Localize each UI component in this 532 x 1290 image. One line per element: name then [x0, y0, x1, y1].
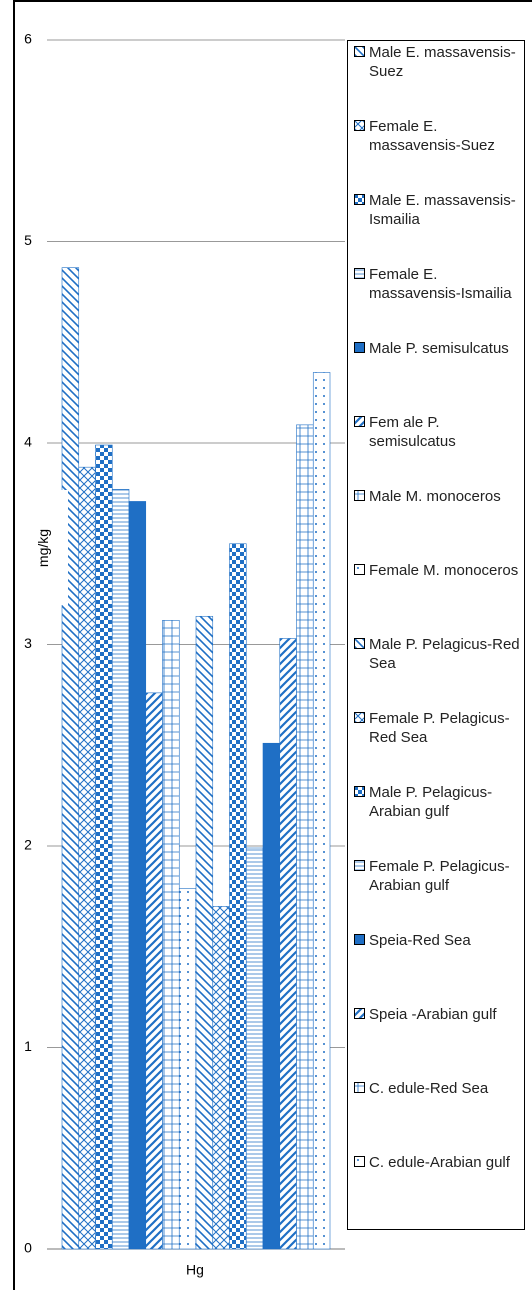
x-tick-label: Hg	[186, 1262, 204, 1278]
bar	[145, 692, 163, 1250]
legend-entry: Male P. Pelagicus-Arabian gulf	[354, 783, 524, 857]
legend-label: Speia -Arabian gulf	[369, 1006, 497, 1023]
legend-label: Female M. monoceros	[369, 562, 519, 579]
legend-entry: Speia-Red Sea	[354, 931, 524, 1005]
y-tick-label: 6	[24, 31, 32, 47]
legend-label: Male P. semisulcatus	[369, 340, 509, 357]
legend-entry: Female P. Pelagicus-Arabian gulf	[354, 857, 524, 931]
y-tick-label: 0	[24, 1240, 32, 1256]
legend-swatch	[354, 416, 365, 427]
bar	[95, 444, 113, 1250]
legend-label: Female E. massavensis-Suez	[369, 118, 495, 154]
legend-swatch	[354, 268, 365, 279]
bar	[296, 424, 314, 1250]
y-tick-label: 2	[24, 837, 32, 853]
legend-swatch	[354, 934, 365, 945]
legend-swatch	[354, 490, 365, 501]
legend-swatch	[354, 860, 365, 871]
legend-entry: Male E. massavensis-Suez	[354, 43, 524, 117]
bar	[229, 543, 247, 1250]
bar	[279, 638, 297, 1250]
legend-swatch	[354, 638, 365, 649]
legend-swatch	[354, 194, 365, 205]
y-tick-label: 1	[24, 1038, 32, 1054]
legend: Male E. massavensis-Suez Female E. massav…	[347, 40, 525, 1230]
legend-swatch	[354, 786, 365, 797]
legend-swatch	[354, 342, 365, 353]
legend-label: Male P. Pelagicus-Red Sea	[369, 636, 520, 672]
legend-entry: Female M. monoceros	[354, 561, 524, 635]
legend-label: Fem ale P. semisulcatus	[369, 414, 456, 450]
y-tick-label: 4	[24, 434, 32, 450]
bar	[262, 742, 281, 1250]
bar	[162, 620, 180, 1250]
legend-swatch	[354, 120, 365, 131]
legend-entry: Female E. massavensis-Suez	[354, 117, 524, 191]
legend-label: C. edule-Red Sea	[369, 1080, 489, 1097]
y-axis-label-box: mg/kg	[18, 490, 68, 605]
legend-swatch	[354, 712, 365, 723]
bar	[111, 489, 130, 1250]
legend-label: Speia-Red Sea	[369, 932, 471, 949]
legend-label: Male E. massavensis-Suez	[369, 44, 516, 80]
bar	[178, 888, 197, 1250]
legend-swatch	[354, 564, 365, 575]
legend-label: Male P. Pelagicus-Arabian gulf	[369, 784, 493, 820]
legend-label: Female P. Pelagicus-Red Sea	[369, 710, 510, 746]
legend-label: Male E. massavensis-Ismailia	[369, 192, 516, 228]
legend-entry: C. edule-Arabian gulf	[354, 1153, 524, 1227]
bar	[61, 267, 80, 1250]
legend-entry: Male E. massavensis-Ismailia	[354, 191, 524, 265]
bar	[78, 466, 96, 1250]
legend-entry: Fem ale P. semisulcatus	[354, 413, 524, 487]
legend-swatch	[354, 1156, 365, 1167]
y-tick-label: 3	[24, 635, 32, 651]
legend-swatch	[354, 1008, 365, 1019]
legend-entry: Male P. Pelagicus-Red Sea	[354, 635, 524, 709]
legend-swatch	[354, 1082, 365, 1093]
bar	[245, 847, 264, 1250]
legend-entry: Male P. semisulcatus	[354, 339, 524, 413]
legend-label: Female E. massavensis-Ismailia	[369, 266, 512, 302]
legend-swatch	[354, 46, 365, 57]
legend-label: Male M. monoceros	[369, 488, 501, 505]
legend-label: C. edule-Arabian gulf	[369, 1154, 510, 1171]
legend-label: Female P. Pelagicus-Arabian gulf	[369, 858, 510, 894]
legend-entry: C. edule-Red Sea	[354, 1079, 524, 1153]
y-tick-label: 5	[24, 232, 32, 248]
bar	[128, 501, 147, 1250]
bar	[195, 615, 214, 1250]
legend-entry: Speia -Arabian gulf	[354, 1005, 524, 1079]
legend-entry: Female P. Pelagicus-Red Sea	[354, 709, 524, 783]
bar	[312, 372, 331, 1250]
legend-entry: Female E. massavensis-Ismailia	[354, 265, 524, 339]
legend-entry: Male M. monoceros	[354, 487, 524, 561]
bar	[212, 906, 230, 1250]
y-axis-label: mg/kg	[35, 528, 51, 567]
